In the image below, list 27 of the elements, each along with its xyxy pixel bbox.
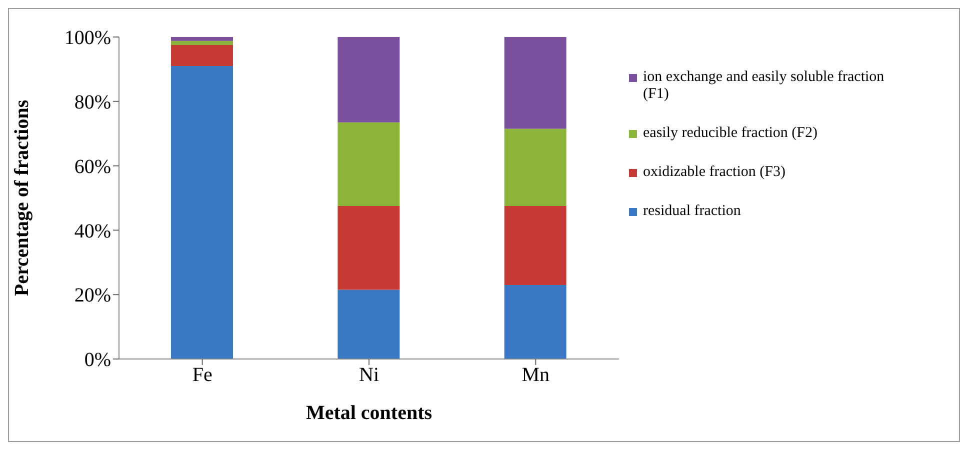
legend-label: ion exchange and easily soluble fraction (F1)	[643, 69, 886, 103]
y-tick-label: 20%	[74, 284, 111, 307]
bar	[504, 206, 566, 285]
bar	[504, 128, 566, 206]
bar	[338, 122, 400, 206]
bar	[338, 37, 400, 122]
x-axis-title: Metal contents	[306, 402, 432, 424]
y-axis-title: Percentage of fractions	[11, 100, 34, 296]
y-tick-label: 0%	[84, 349, 111, 372]
legend-label: oxidizable fraction (F3)	[643, 164, 786, 181]
bar	[504, 284, 566, 359]
bar	[171, 37, 233, 41]
bar	[504, 37, 566, 129]
bar	[171, 66, 233, 359]
legend-label: residual fraction	[643, 203, 741, 220]
y-tick-label: 60%	[74, 156, 111, 178]
y-tick-label: 80%	[74, 92, 111, 114]
x-tick-label: Fe	[192, 364, 212, 386]
bar	[171, 45, 233, 66]
bar	[338, 206, 400, 290]
bar	[171, 40, 233, 46]
x-tick-label: Ni	[359, 364, 380, 386]
x-tick-label: Mn	[522, 364, 550, 386]
y-tick-label: 40%	[74, 220, 111, 242]
legend-label: easily reducible fraction (F2)	[643, 125, 818, 142]
bar	[338, 290, 400, 359]
y-tick-label: 100%	[64, 27, 111, 50]
